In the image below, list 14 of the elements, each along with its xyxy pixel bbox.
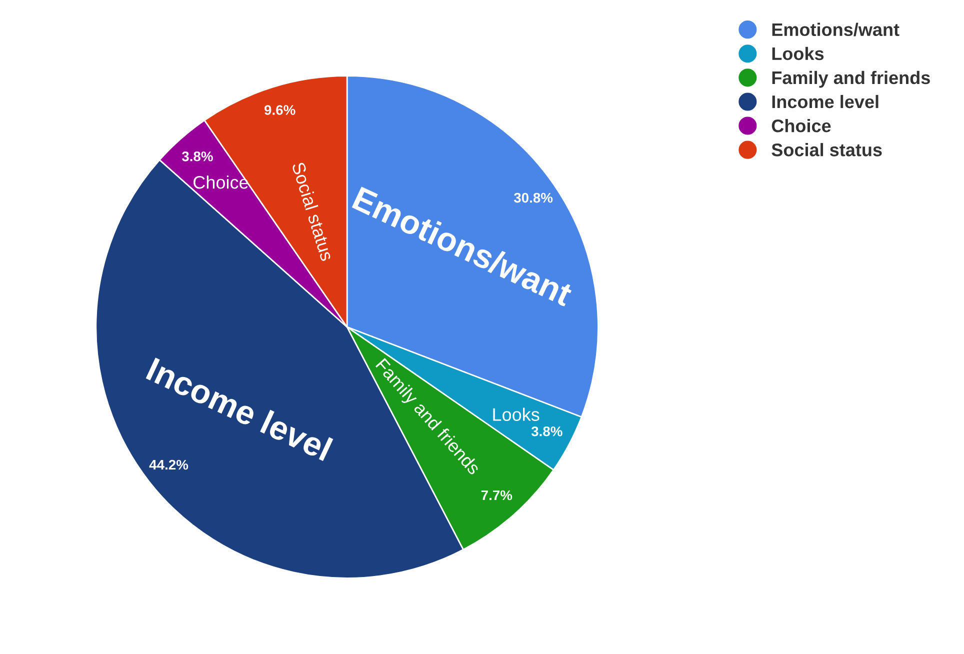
legend-label: Income level (772, 94, 878, 108)
data-label: 3.8% (182, 151, 213, 162)
data-label: 44.2% (149, 460, 188, 470)
legend-label: Emotions/want (772, 22, 900, 36)
slice-label: Looks (493, 408, 540, 421)
slice-label: Choice (194, 176, 248, 189)
data-label: 3.8% (531, 426, 562, 436)
legend-label: Choice (772, 119, 831, 132)
legend-label: Social status (772, 143, 882, 156)
legend-label: Looks (772, 46, 824, 60)
slice-label: Social status (292, 161, 334, 262)
legend-label: Family and friends (772, 70, 930, 88)
data-label: 7.7% (481, 490, 512, 500)
data-label: 9.6% (264, 105, 296, 115)
